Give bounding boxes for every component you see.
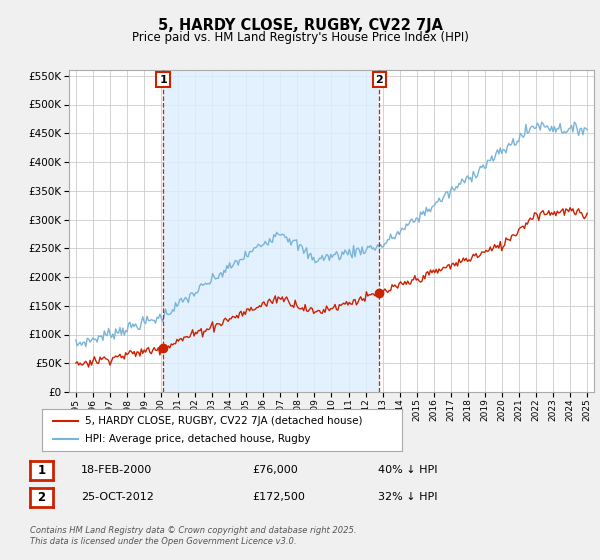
- Text: 1: 1: [159, 74, 167, 85]
- Text: 25-OCT-2012: 25-OCT-2012: [81, 492, 154, 502]
- Text: £76,000: £76,000: [252, 465, 298, 475]
- Bar: [163, 70, 379, 392]
- Text: 1: 1: [37, 464, 46, 477]
- Text: 2: 2: [37, 491, 46, 504]
- Text: 32% ↓ HPI: 32% ↓ HPI: [378, 492, 437, 502]
- Text: 40% ↓ HPI: 40% ↓ HPI: [378, 465, 437, 475]
- Text: Price paid vs. HM Land Registry's House Price Index (HPI): Price paid vs. HM Land Registry's House …: [131, 31, 469, 44]
- Text: 5, HARDY CLOSE, RUGBY, CV22 7JA (detached house): 5, HARDY CLOSE, RUGBY, CV22 7JA (detache…: [85, 416, 362, 426]
- Text: HPI: Average price, detached house, Rugby: HPI: Average price, detached house, Rugb…: [85, 434, 311, 444]
- Text: 2: 2: [376, 74, 383, 85]
- Text: 5, HARDY CLOSE, RUGBY, CV22 7JA: 5, HARDY CLOSE, RUGBY, CV22 7JA: [157, 18, 443, 33]
- Text: 18-FEB-2000: 18-FEB-2000: [81, 465, 152, 475]
- Text: £172,500: £172,500: [252, 492, 305, 502]
- Text: Contains HM Land Registry data © Crown copyright and database right 2025.
This d: Contains HM Land Registry data © Crown c…: [30, 526, 356, 546]
